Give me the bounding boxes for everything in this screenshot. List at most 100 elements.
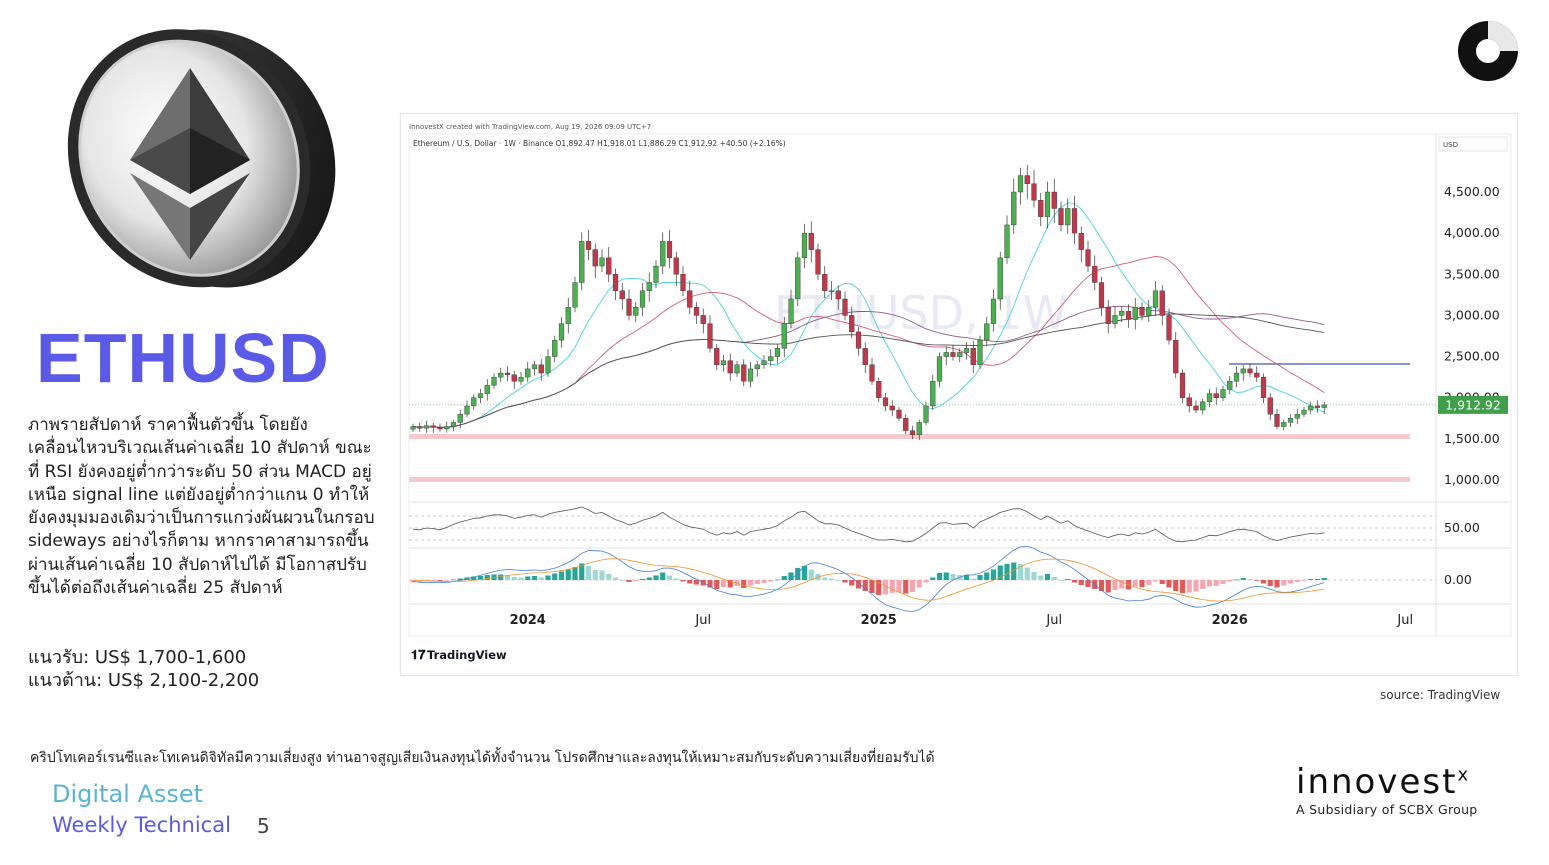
innovest-logo-icon [1458,21,1518,81]
candle-body [727,360,733,374]
macd-histogram-bar [1213,580,1219,586]
candle-body [572,282,578,308]
candle-body [1038,200,1044,217]
macd-histogram-bar [545,575,551,580]
candle-body [1247,368,1253,374]
candle-body [761,360,767,366]
macd-histogram-bar [1139,580,1145,587]
macd-histogram-bar [889,580,895,593]
macd-histogram-bar [565,569,571,580]
macd-histogram-bar [518,577,524,580]
macd-histogram-bar [457,578,463,580]
macd-histogram-bar [1179,580,1186,593]
candle-body [822,274,828,291]
candle-body [1321,404,1327,408]
price-tick-label: 1,500.00 [1444,431,1500,446]
price-tick-label: 3,500.00 [1444,266,1500,281]
macd-histogram-bar [1132,580,1138,587]
candle-body [1233,372,1240,382]
candle-body [943,352,949,357]
macd-histogram-bar [531,576,538,580]
candle-body [781,323,787,349]
time-tick-label: 2025 [861,613,897,628]
candle-body [1166,315,1172,341]
candle-body [673,257,679,275]
macd-pane [409,545,1436,613]
macd-histogram-bar [410,580,416,583]
macd-histogram-bar [707,580,713,588]
candles [410,164,1327,440]
macd-histogram-bar [950,574,956,580]
ethereum-coin-image [67,29,336,288]
candle-body [720,360,727,366]
macd-histogram-bar [619,580,625,581]
macd-histogram-bar [990,569,997,580]
macd-histogram-bar [808,569,814,580]
candle-body [430,425,436,428]
candle-body [768,356,774,361]
candle-body [693,306,700,316]
support-band-lower [409,477,1410,482]
macd-histogram-bar [511,577,517,580]
analysis-paragraph: ภาพรายสัปดาห์ ราคาฟื้นตัวขึ้น โดยยังเคลื… [28,415,375,599]
candle-body [700,315,706,324]
candle-body [1200,401,1206,411]
macd-histogram-bar [498,574,504,580]
candle-body [1294,413,1300,419]
candle-body [1301,409,1307,415]
chart-header: InnovestX created with TradingView.com, … [409,123,651,131]
macd-histogram-bar [437,580,443,581]
macd-histogram-bar [720,580,727,587]
macd-histogram-bar [680,580,686,582]
risk-disclaimer: คริปโทเคอร์เรนซีและโทเคนดิจิทัลมีความเสี… [30,750,935,766]
candle-body [984,323,990,341]
candle-body [1139,306,1145,316]
macd-histogram-bar [599,570,605,580]
macd-histogram-bar [1098,580,1105,591]
candle-body [1227,381,1233,390]
macd-histogram-bar [795,568,801,580]
candle-body [1213,393,1219,398]
candle-body [801,232,808,259]
macd-histogram-bar [444,580,450,581]
macd-tick-label: 0.00 [1444,572,1472,587]
candle-body [633,306,639,316]
macd-histogram-bar [1038,575,1044,580]
candle-body [1206,393,1213,403]
candle-body [828,290,835,292]
candle-body [1173,339,1179,374]
price-tick-label: 2,500.00 [1444,349,1500,364]
ticker-title: ETHUSD [36,319,330,397]
brand-subtitle: A Subsidiary of SCBX Group [1296,802,1478,817]
candle-body [619,290,625,300]
candle-body [774,348,781,357]
candle-body [963,348,970,353]
macd-histogram-bar [552,573,558,580]
candle-body [1119,311,1125,316]
macd-histogram-bar [822,577,828,580]
macd-histogram-bar [882,580,889,595]
macd-histogram-bar [1071,580,1078,583]
candle-body [477,393,484,398]
macd-histogram-bar [1159,580,1165,584]
candle-body [1105,306,1111,324]
candle-body [612,274,619,291]
macd-histogram-bar [903,580,909,594]
macd-histogram-bar [660,572,666,580]
macd-histogram-bar [417,580,423,582]
time-tick-label: 2024 [510,613,546,628]
candle-body [795,257,801,300]
macd-histogram-bar [471,576,477,580]
candle-body [1146,306,1152,316]
macd-histogram-bar [626,580,632,582]
candle-body [639,290,646,308]
macd-histogram-bar [1308,579,1314,580]
macd-histogram-bar [774,579,781,581]
macd-histogram-bar [1220,580,1226,584]
support-level: แนวรับ: US$ 1,700-1,600 [28,647,247,668]
macd-histogram-bar [1281,580,1287,586]
candle-body [1065,208,1071,226]
candle-body [666,241,673,259]
macd-histogram-bar [572,567,578,580]
macd-histogram-bar [1058,580,1064,581]
